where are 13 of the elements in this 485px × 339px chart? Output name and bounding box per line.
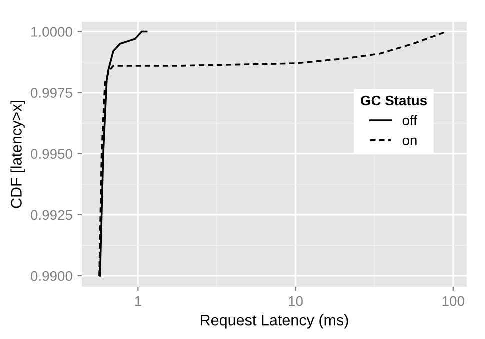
legend-label: on: [402, 138, 417, 146]
x-tick-label: 100: [442, 296, 464, 306]
y-tick-label: 1.0000: [32, 27, 72, 37]
legend-title: GC Status: [360, 96, 427, 106]
x-tick-label: 1: [135, 296, 142, 306]
y-tick-label: 0.9925: [31, 210, 72, 220]
x-axis-title: Request Latency (ms): [201, 314, 348, 329]
x-tick-label: 10: [289, 296, 303, 306]
legend-label: off: [402, 115, 418, 126]
y-tick-label: 0.9975: [31, 88, 72, 98]
y-tick-label: 0.9950: [31, 149, 72, 160]
y-axis-title: CDF [latency>x]: [10, 101, 25, 208]
y-tick-label: 0.9900: [31, 271, 72, 282]
